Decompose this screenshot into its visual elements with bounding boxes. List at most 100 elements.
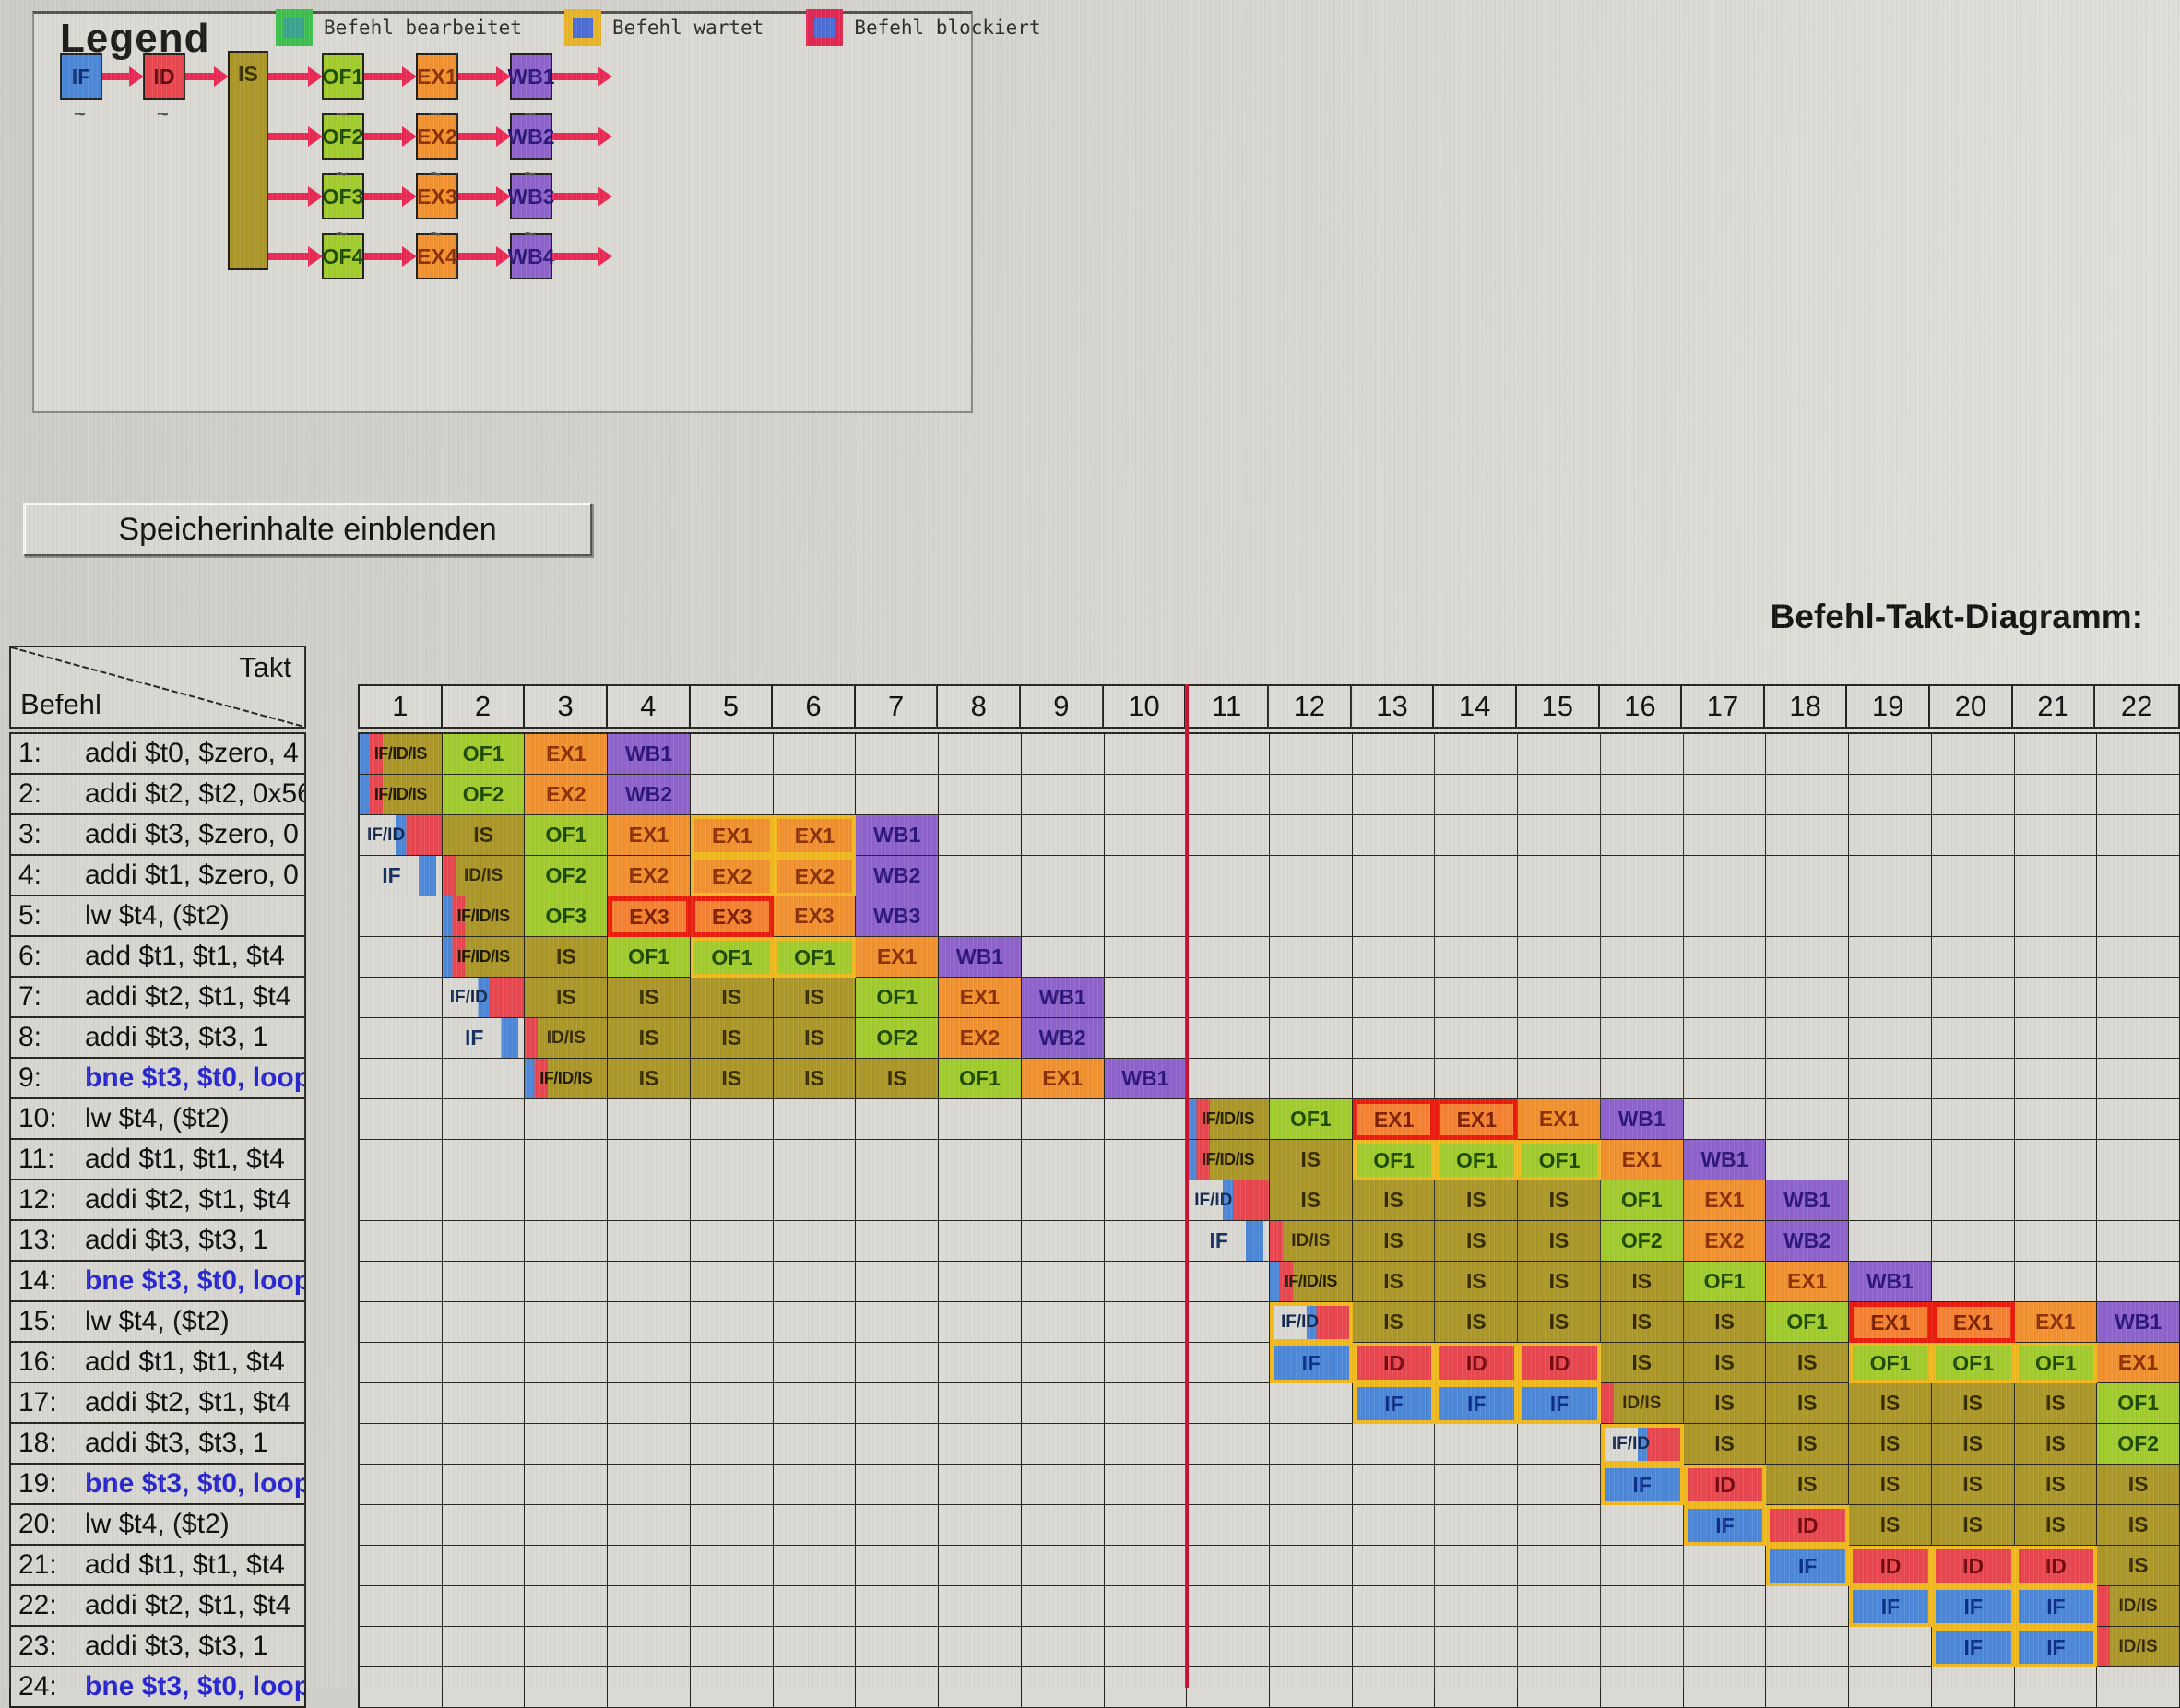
grid-cell [1269, 856, 1353, 896]
grid-cell [1931, 1099, 2015, 1140]
clock-col-5: 5 [691, 686, 774, 727]
grid-cell [2014, 978, 2098, 1018]
clock-col-7: 7 [856, 686, 939, 727]
stage-cell-ex1: EX1 [1683, 1180, 1767, 1221]
grid-cell [608, 1302, 691, 1343]
grid-cell [360, 896, 443, 937]
instruction-panel: 1: addi $t0, $zero, 4 2: addi $t2, $t2, 0x5… [9, 732, 306, 1708]
stage-cell-wb1: WB1 [856, 815, 940, 856]
grid-cell [1683, 1627, 1767, 1667]
show-memory-button[interactable]: Speicherinhalte einblenden [23, 503, 592, 556]
grid-cell [1683, 1586, 1767, 1627]
stage-cell-wb1: WB1 [1766, 1180, 1850, 1221]
grid-cell [1269, 734, 1353, 775]
grid-cell [608, 1180, 691, 1221]
grid-cell [1187, 775, 1270, 815]
grid-cell [690, 1586, 774, 1627]
grid-cell [1269, 1505, 1353, 1546]
stage-cell-of1: OF1 [1269, 1099, 1353, 1140]
instruction-text: bne $t3, $t0, loop [85, 1062, 306, 1093]
grid-cell [1766, 734, 1850, 775]
grid-cell [360, 1424, 443, 1465]
stage-cell-is: IS [1849, 1383, 1932, 1424]
grid-cell [1104, 1383, 1188, 1424]
instruction-row-3: 3: addi $t3, $zero, 0 [11, 815, 306, 856]
stage-cell-if: IF [1518, 1383, 1601, 1424]
grid-cell [2014, 1140, 2098, 1180]
stage-cell-of1: OF1 [1518, 1140, 1601, 1180]
grid-cell [360, 1262, 443, 1302]
stage-cell-is: IS [608, 978, 691, 1018]
grid-cell [939, 1424, 1022, 1465]
grid-cell [1766, 1099, 1850, 1140]
instruction-row-8: 8: addi $t3, $t3, 1 [11, 1018, 306, 1059]
stage-cell-of1: OF1 [525, 815, 609, 856]
grid-cell [1269, 937, 1353, 978]
grid-cell [1766, 1018, 1850, 1059]
stage-cell-ex1: EX1 [1021, 1059, 1105, 1099]
grid-cell [1352, 1586, 1436, 1627]
instruction-text: addi $t2, $t2, 0x56 [85, 778, 306, 809]
grid-cell [1187, 1059, 1270, 1099]
grid-cell [1021, 937, 1105, 978]
grid-cell [773, 1221, 857, 1262]
instruction-number: 22: [18, 1590, 57, 1620]
stage-cell-is: IS [1435, 1180, 1519, 1221]
instruction-row-4: 4: addi $t1, $zero, 0 [11, 856, 306, 896]
stage-cell-ex1: EX1 [1849, 1302, 1932, 1343]
pipeline-stage-of2: OF2 [322, 113, 364, 160]
grid-cell [1518, 1018, 1601, 1059]
grid-cell [2014, 896, 2098, 937]
grid-cell [1849, 734, 1932, 775]
grid-cell [1187, 1302, 1270, 1343]
instruction-number: 7: [18, 981, 42, 1012]
legend-title: Legend [60, 16, 210, 61]
stage-cell-of1: OF1 [1600, 1180, 1684, 1221]
stage-cell-ex1: EX1 [2014, 1302, 2098, 1343]
grid-cell [360, 1546, 443, 1586]
grid-cell [939, 1302, 1022, 1343]
instruction-number: 15: [18, 1306, 57, 1336]
clock-col-1: 1 [360, 686, 443, 727]
grid-cell [1104, 1018, 1188, 1059]
grid-cell [773, 1140, 857, 1180]
stage-cell-id-is: ID/IS [1600, 1383, 1684, 1424]
instruction-text: addi $t1, $zero, 0 [85, 860, 299, 890]
grid-cell [525, 1140, 609, 1180]
grid-cell [1435, 856, 1519, 896]
grid-cell [690, 1099, 774, 1140]
grid-cell [690, 1424, 774, 1465]
grid-cell [1352, 978, 1436, 1018]
grid-cell [1518, 1667, 1601, 1708]
grid-cell [1187, 1383, 1270, 1424]
grid-cell [939, 1546, 1022, 1586]
clock-col-12: 12 [1269, 686, 1352, 727]
grid-cell [1269, 1383, 1353, 1424]
grid-cell [2097, 1018, 2180, 1059]
grid-cell [525, 1343, 609, 1383]
instruction-row-7: 7: addi $t2, $t1, $t4 [11, 978, 306, 1018]
stage-cell-is: IS [525, 937, 609, 978]
instruction-number: 21: [18, 1549, 57, 1580]
stage-cell-is: IS [773, 978, 857, 1018]
flow-arrow-icon [268, 66, 323, 87]
legend-swatch-row: Befehl bearbeitet Befehl wartet Befehl blo… [276, 9, 1290, 53]
grid-cell [1269, 1586, 1353, 1627]
tilde-mark: ~ [524, 162, 536, 185]
grid-cell [1518, 978, 1601, 1018]
stage-cell-ex1: EX1 [608, 815, 691, 856]
grid-cell [1683, 1099, 1767, 1140]
grid-cell [690, 1505, 774, 1546]
grid-cell [1931, 1221, 2015, 1262]
grid-cell [1352, 937, 1436, 978]
grid-cell [939, 775, 1022, 815]
stage-cell-id-is: ID/IS [2097, 1586, 2180, 1627]
grid-cell [1021, 1099, 1105, 1140]
grid-cell [1435, 1546, 1519, 1586]
grid-cell [608, 1343, 691, 1383]
grid-cell [608, 1505, 691, 1546]
grid-cell [939, 1099, 1022, 1140]
stage-cell-is: IS [525, 978, 609, 1018]
grid-cell [1187, 1627, 1270, 1667]
flow-arrow-icon [458, 66, 511, 87]
